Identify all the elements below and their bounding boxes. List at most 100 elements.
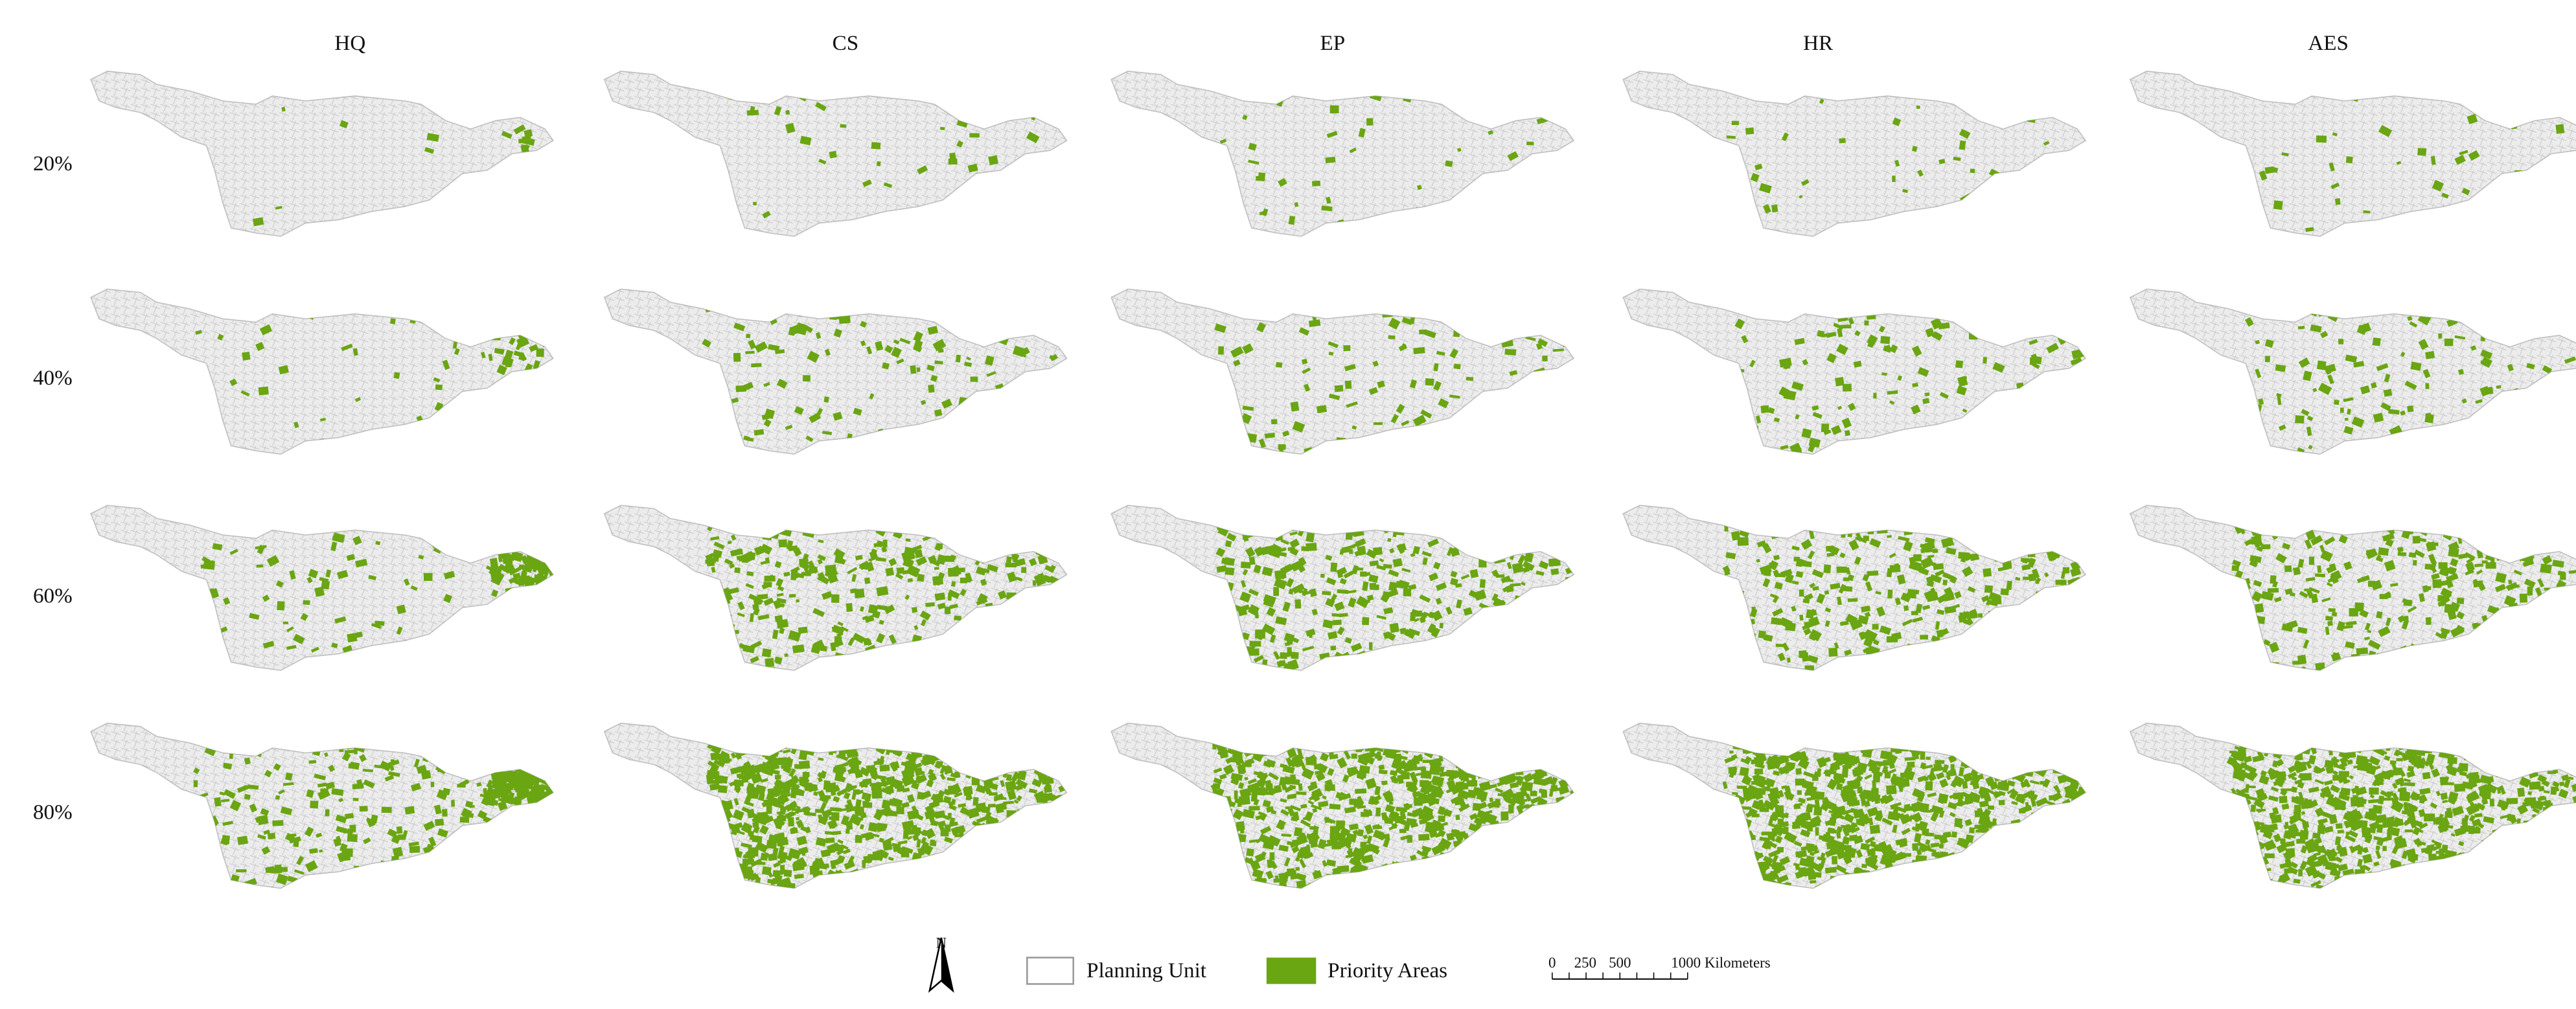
priority-patch [836, 521, 848, 528]
priority-patch [779, 855, 786, 863]
priority-patch [1409, 771, 1418, 782]
priority-patch [1410, 879, 1419, 886]
priority-patch [760, 560, 768, 565]
priority-patch [443, 571, 455, 580]
priority-patch [896, 806, 904, 815]
priority-patch [896, 358, 904, 365]
priority-patch [1729, 652, 1742, 661]
priority-patch [1526, 640, 1535, 649]
priority-patch [1863, 446, 1876, 455]
priority-patch [523, 214, 533, 225]
priority-patch [1007, 789, 1017, 800]
priority-patch [1839, 138, 1846, 144]
priority-patch [956, 746, 968, 757]
priority-patch [940, 312, 951, 317]
priority-patch [1375, 449, 1387, 455]
priority-patch [1471, 626, 1482, 636]
priority-patch [1388, 569, 1399, 578]
priority-patch [928, 555, 937, 564]
priority-patch [1353, 883, 1364, 889]
priority-patch [1837, 328, 1843, 337]
priority-patch [1498, 822, 1511, 833]
priority-patch [983, 424, 992, 431]
priority-patch [2500, 637, 2509, 644]
priority-patch [731, 826, 739, 835]
priority-patch [2028, 817, 2037, 825]
priority-patch [1808, 635, 1816, 641]
priority-patch [2324, 363, 2336, 374]
priority-patch [1449, 348, 1459, 359]
priority-patch [2274, 596, 2282, 603]
priority-patch [1311, 788, 1324, 799]
priority-patch [823, 811, 831, 820]
priority-patch [913, 331, 923, 343]
priority-patch [1027, 884, 1037, 889]
priority-patch [1473, 589, 1487, 601]
priority-patch [325, 809, 330, 817]
priority-patch [1063, 635, 1067, 643]
map [1622, 504, 2087, 672]
priority-patch [1417, 887, 1424, 889]
priority-patch [792, 547, 802, 557]
priority-patch [1280, 808, 1290, 816]
priority-patch [255, 341, 265, 352]
priority-patch [1285, 757, 1294, 767]
priority-patch [1419, 329, 1427, 335]
priority-patch [1264, 791, 1272, 795]
priority-patch [292, 664, 302, 670]
priority-patch [1527, 810, 1539, 815]
priority-patch [1958, 615, 1966, 623]
priority-patch [1456, 859, 1466, 867]
priority-patch [1439, 880, 1447, 885]
priority-patch [2532, 627, 2542, 633]
priority-patch [2404, 524, 2411, 529]
priority-patch [1909, 653, 1915, 663]
priority-patch [2051, 373, 2060, 384]
priority-patch [1479, 837, 1484, 843]
priority-patch [2573, 593, 2576, 603]
priority-patch [1357, 795, 1364, 806]
priority-patch [391, 438, 400, 449]
priority-patch [1028, 818, 1039, 826]
priority-patch [443, 593, 453, 604]
priority-patch [971, 863, 982, 874]
priority-patch [2426, 648, 2438, 654]
priority-patch [2043, 658, 2054, 665]
priority-patch [1027, 864, 1039, 873]
priority-patch [747, 551, 756, 561]
priority-patch [2437, 661, 2447, 671]
priority-patch [1537, 852, 1547, 863]
priority-patch [495, 832, 503, 843]
priority-patch [930, 793, 939, 802]
priority-patch [1554, 843, 1560, 852]
priority-patch [486, 845, 497, 856]
priority-patch [1543, 862, 1553, 872]
priority-patch [219, 883, 225, 889]
priority-patch [1336, 437, 1346, 446]
priority-patch [2436, 523, 2443, 532]
priority-patch [1483, 407, 1491, 411]
priority-patch [1425, 378, 1434, 386]
priority-patch [1003, 435, 1009, 442]
priority-patch [477, 116, 484, 122]
priority-patch [1339, 578, 1347, 585]
priority-patch [359, 806, 368, 812]
priority-patch [1538, 887, 1543, 889]
priority-patch [928, 773, 937, 782]
priority-patch [1992, 362, 2005, 373]
priority-patch [1242, 808, 1256, 819]
priority-patch [1227, 668, 1239, 671]
priority-patch [936, 760, 943, 767]
priority-patch [1450, 795, 1463, 804]
priority-patch [2475, 399, 2483, 404]
priority-patch [763, 381, 770, 387]
priority-patch [987, 804, 996, 808]
priority-patch [1526, 552, 1532, 560]
priority-patch [1390, 414, 1399, 424]
priority-patch [1292, 421, 1305, 433]
priority-patch [1865, 521, 1874, 530]
priority-patch [439, 848, 448, 853]
priority-patch [1906, 643, 1918, 653]
priority-patch [1427, 538, 1440, 548]
priority-patch [1534, 744, 1544, 752]
